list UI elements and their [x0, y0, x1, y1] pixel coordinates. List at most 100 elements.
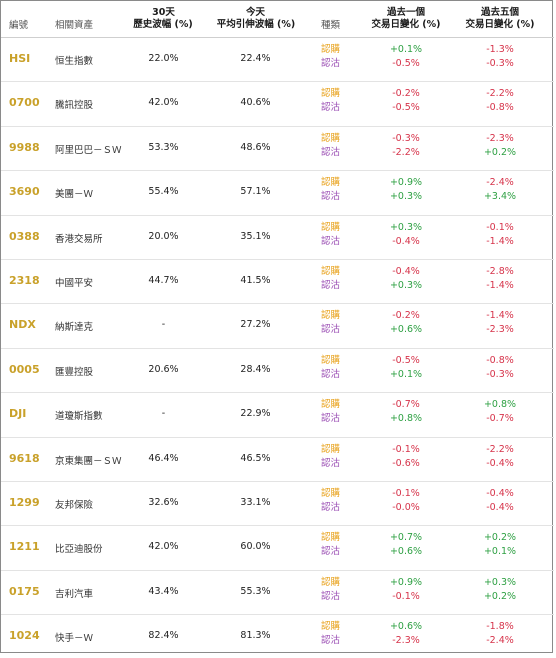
table-row[interactable]: 0700 騰訊控股 42.0% 40.6% 認購 認沽 -0.2% -0.5% -2.2% -0.…	[1, 81, 554, 125]
call-type-link[interactable]: 認購	[321, 621, 341, 633]
asset-code[interactable]: 3690	[9, 185, 40, 199]
table-row[interactable]: 0388 香港交易所 20.0% 35.1% 認購 認沽 +0.3% -0.4% -0.1% -1…	[1, 214, 554, 259]
call-type-link[interactable]: 認購	[321, 443, 341, 455]
five-day-change: -2.2% -0.4%	[475, 443, 525, 471]
five-day-change-put: +0.2%	[483, 146, 517, 158]
asset-code[interactable]: 2318	[9, 273, 40, 287]
implied-volatility: 35.1%	[240, 230, 271, 242]
put-type-link[interactable]: 認沽	[321, 368, 341, 380]
call-type-link[interactable]: 認購	[321, 399, 341, 411]
header-chg5-line1: 過去五個	[480, 7, 519, 18]
put-type-link[interactable]: 認沽	[321, 413, 341, 425]
table-row[interactable]: 9618 京東集團－ＳＷ 46.4% 46.5% 認購 認沽 -0.1% -0.6% -2.2%…	[1, 436, 554, 481]
table-row[interactable]: 1024 快手－Ｗ 82.4% 81.3% 認購 認沽 +0.6% -2.3% -1.8% -2.…	[1, 614, 554, 658]
asset-code[interactable]: 0700	[9, 96, 40, 110]
put-type-link[interactable]: 認沽	[321, 457, 341, 469]
five-day-change-call: -1.8%	[486, 621, 514, 633]
call-type-link[interactable]: 認購	[321, 310, 341, 322]
table-row[interactable]: DJI 道瓊斯指數 - 22.9% 認購 認沽 -0.7% +0.8% +0.8% -0.7%	[1, 392, 554, 436]
asset-name[interactable]: 香港交易所	[55, 233, 103, 245]
put-type-link[interactable]: 認沽	[321, 279, 341, 291]
asset-name[interactable]: 道瓊斯指數	[55, 411, 103, 423]
one-day-change-put: -0.0%	[392, 501, 420, 513]
asset-code[interactable]: 0175	[9, 584, 40, 598]
five-day-change-call: -2.2%	[486, 88, 514, 100]
asset-code[interactable]: NDX	[9, 318, 36, 332]
asset-name[interactable]: 美團－Ｗ	[55, 189, 94, 201]
header-asset: 相關資產	[55, 20, 94, 31]
put-type-link[interactable]: 認沽	[321, 102, 341, 114]
put-type-link[interactable]: 認沽	[321, 635, 341, 647]
header-type: 種類	[321, 20, 341, 31]
put-type-link[interactable]: 認沽	[321, 235, 341, 247]
asset-name[interactable]: 中國平安	[55, 277, 94, 289]
table-row[interactable]: 1211 比亞迪股份 42.0% 60.0% 認購 認沽 +0.7% +0.6% +0.2% +0…	[1, 525, 554, 569]
call-type-link[interactable]: 認購	[321, 88, 341, 100]
five-day-change: +0.3% +0.2%	[475, 576, 525, 604]
call-type-link[interactable]: 認購	[321, 221, 341, 233]
asset-code[interactable]: 9618	[9, 451, 40, 465]
historical-volatility: 20.6%	[148, 363, 179, 375]
asset-name[interactable]: 納斯達克	[55, 322, 94, 334]
asset-code[interactable]: 1211	[9, 540, 40, 554]
header-chg5-line2: 交易日變化 (%)	[465, 19, 535, 30]
one-day-change: -0.2% +0.6%	[381, 309, 431, 337]
asset-code[interactable]: 9988	[9, 140, 40, 154]
call-type-link[interactable]: 認購	[321, 487, 341, 499]
put-type-link[interactable]: 認沽	[321, 146, 341, 158]
put-type-link[interactable]: 認沽	[321, 191, 341, 203]
call-type-link[interactable]: 認購	[321, 354, 341, 366]
one-day-change-call: +0.6%	[389, 621, 423, 633]
five-day-change-put: -2.3%	[486, 324, 514, 336]
asset-code[interactable]: HSI	[9, 52, 31, 65]
call-type-link[interactable]: 認購	[321, 265, 341, 277]
warrant-types: 認購 認沽	[321, 309, 340, 337]
asset-code[interactable]: 0005	[9, 362, 40, 376]
one-day-change-put: -2.2%	[392, 146, 420, 158]
asset-code[interactable]: DJI	[9, 407, 27, 421]
implied-volatility: 33.1%	[240, 496, 271, 508]
asset-name[interactable]: 快手－Ｗ	[55, 633, 94, 645]
put-type-link[interactable]: 認沽	[321, 58, 341, 69]
five-day-change-put: +3.4%	[483, 191, 517, 203]
implied-volatility: 41.5%	[240, 274, 271, 286]
asset-name[interactable]: 吉利汽車	[55, 588, 94, 600]
five-day-change: -1.3% -0.3%	[475, 43, 525, 71]
asset-code[interactable]: 1299	[9, 495, 40, 509]
asset-name[interactable]: 騰訊控股	[55, 100, 94, 112]
call-type-link[interactable]: 認購	[321, 532, 341, 544]
historical-volatility: 22.0%	[148, 53, 179, 64]
table-row[interactable]: 9988 阿里巴巴－ＳＷ 53.3% 48.6% 認購 認沽 -0.3% -2.2% -2.3%…	[1, 125, 554, 170]
historical-volatility: 44.7%	[148, 274, 179, 286]
table-row[interactable]: 0005 匯豐控股 20.6% 28.4% 認購 認沽 -0.5% +0.1% -0.8% -0.…	[1, 347, 554, 392]
warrant-types: 認購 認沽	[321, 87, 340, 115]
asset-name[interactable]: 友邦保險	[55, 499, 94, 511]
one-day-change-call: -0.3%	[392, 132, 420, 144]
asset-name[interactable]: 比亞迪股份	[55, 544, 103, 556]
asset-name[interactable]: 阿里巴巴－ＳＷ	[55, 144, 122, 156]
table-row[interactable]: NDX 納斯達克 - 27.2% 認購 認沽 -0.2% +0.6% -1.4% -2.3%	[1, 303, 554, 347]
table-row[interactable]: 0175 吉利汽車 43.4% 55.3% 認購 認沽 +0.9% -0.1% +0.3% +0.…	[1, 569, 554, 614]
call-type-link[interactable]: 認購	[321, 132, 341, 144]
put-type-link[interactable]: 認沽	[321, 501, 341, 513]
put-type-link[interactable]: 認沽	[321, 324, 341, 336]
asset-code[interactable]: 1024	[9, 629, 40, 643]
historical-volatility: 20.0%	[148, 230, 179, 242]
asset-name[interactable]: 匯豐控股	[55, 366, 94, 378]
table-row[interactable]: 2318 中國平安 44.7% 41.5% 認購 認沽 -0.4% +0.3% -2.8% -1.…	[1, 258, 554, 303]
five-day-change-put: -0.4%	[486, 457, 514, 469]
table-row[interactable]: 3690 美團－Ｗ 55.4% 57.1% 認購 認沽 +0.9% +0.3% -2.4% +3.…	[1, 170, 554, 214]
call-type-link[interactable]: 認購	[321, 177, 341, 189]
asset-name[interactable]: 恒生指數	[55, 56, 94, 67]
table-row[interactable]: HSI 恒生指數 22.0% 22.4% 認購 認沽 +0.1% -0.5% -1.3% -0.3…	[1, 37, 554, 81]
asset-code[interactable]: 0388	[9, 229, 40, 243]
header-chg1-line2: 交易日變化 (%)	[371, 19, 441, 30]
five-day-change-call: -2.3%	[486, 132, 514, 144]
call-type-link[interactable]: 認購	[321, 576, 341, 588]
table-row[interactable]: 1299 友邦保險 32.6% 33.1% 認購 認沽 -0.1% -0.0% -0.4% -0.…	[1, 480, 554, 525]
call-type-link[interactable]: 認購	[321, 44, 341, 55]
five-day-change: -2.2% -0.8%	[475, 87, 525, 115]
asset-name[interactable]: 京東集團－ＳＷ	[55, 455, 122, 467]
put-type-link[interactable]: 認沽	[321, 590, 341, 602]
put-type-link[interactable]: 認沽	[321, 546, 341, 558]
